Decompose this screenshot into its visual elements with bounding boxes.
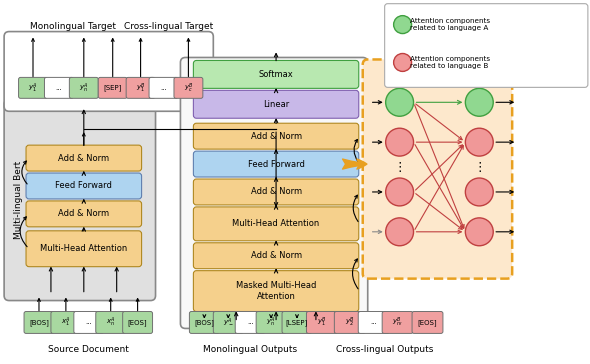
Text: ...: ... — [86, 320, 92, 325]
Text: Monolingual Target: Monolingual Target — [30, 22, 116, 31]
Text: Source Document: Source Document — [48, 345, 129, 354]
Text: Cross-lingual Outputs: Cross-lingual Outputs — [336, 345, 433, 354]
FancyBboxPatch shape — [382, 312, 413, 333]
Text: Monolingual Outputs: Monolingual Outputs — [203, 345, 297, 354]
FancyBboxPatch shape — [335, 312, 365, 333]
Text: $y_1^B$: $y_1^B$ — [136, 81, 146, 95]
FancyBboxPatch shape — [235, 312, 265, 333]
Text: $y_n^A$: $y_n^A$ — [266, 316, 276, 329]
FancyBboxPatch shape — [194, 179, 359, 205]
FancyBboxPatch shape — [189, 312, 219, 333]
Text: Add & Norm: Add & Norm — [58, 154, 109, 163]
Circle shape — [466, 178, 493, 206]
Text: ...: ... — [371, 320, 377, 325]
FancyBboxPatch shape — [44, 78, 73, 98]
Text: [BOS]: [BOS] — [29, 319, 49, 326]
FancyBboxPatch shape — [194, 123, 359, 149]
FancyBboxPatch shape — [123, 312, 153, 333]
FancyBboxPatch shape — [4, 99, 156, 301]
FancyBboxPatch shape — [306, 312, 337, 333]
FancyBboxPatch shape — [363, 59, 512, 278]
Text: Add & Norm: Add & Norm — [58, 209, 109, 218]
FancyBboxPatch shape — [99, 78, 127, 98]
FancyBboxPatch shape — [26, 145, 142, 171]
Text: Add & Norm: Add & Norm — [251, 187, 301, 197]
FancyBboxPatch shape — [51, 312, 81, 333]
Text: $y_{n\prime}^B$: $y_{n\prime}^B$ — [392, 316, 403, 329]
Text: Add & Norm: Add & Norm — [251, 251, 301, 260]
Text: ⋮: ⋮ — [473, 161, 486, 174]
Text: $y_2^B$: $y_2^B$ — [345, 316, 355, 329]
Text: ...: ... — [247, 320, 254, 325]
FancyBboxPatch shape — [194, 90, 359, 118]
FancyBboxPatch shape — [74, 312, 104, 333]
FancyBboxPatch shape — [4, 32, 214, 111]
Circle shape — [386, 218, 414, 246]
FancyBboxPatch shape — [174, 78, 203, 98]
FancyBboxPatch shape — [149, 78, 178, 98]
FancyBboxPatch shape — [385, 4, 588, 87]
Text: $x_n^A$: $x_n^A$ — [106, 316, 116, 329]
Text: Softmax: Softmax — [258, 70, 293, 79]
Text: Cross-lingual Target: Cross-lingual Target — [124, 22, 213, 31]
FancyBboxPatch shape — [412, 312, 443, 333]
Circle shape — [386, 178, 414, 206]
Text: Multi-Head Attention: Multi-Head Attention — [40, 244, 127, 253]
Text: $y_c^B$: $y_c^B$ — [183, 81, 194, 95]
FancyBboxPatch shape — [194, 271, 359, 312]
Text: [SEP]: [SEP] — [103, 84, 122, 91]
Text: ⋮: ⋮ — [394, 161, 406, 174]
Text: [EOS]: [EOS] — [418, 319, 437, 326]
Text: $x_1^A$: $x_1^A$ — [61, 316, 71, 329]
Text: Add & Norm: Add & Norm — [251, 132, 301, 141]
Text: $y_1^A$: $y_1^A$ — [28, 81, 38, 95]
Text: Multi-Head Attention: Multi-Head Attention — [232, 219, 320, 228]
FancyBboxPatch shape — [126, 78, 155, 98]
FancyBboxPatch shape — [282, 312, 312, 333]
Text: [BOS]: [BOS] — [195, 319, 214, 326]
Circle shape — [386, 88, 414, 116]
FancyBboxPatch shape — [70, 78, 99, 98]
Text: [LSEP]: [LSEP] — [286, 319, 308, 326]
FancyBboxPatch shape — [96, 312, 126, 333]
Text: Feed Forward: Feed Forward — [248, 159, 304, 169]
Text: $y_-^A$: $y_-^A$ — [223, 317, 234, 328]
Text: ...: ... — [55, 85, 63, 91]
FancyBboxPatch shape — [18, 78, 47, 98]
FancyBboxPatch shape — [214, 312, 243, 333]
FancyBboxPatch shape — [24, 312, 54, 333]
Text: Feed Forward: Feed Forward — [55, 182, 112, 190]
Circle shape — [394, 16, 412, 33]
Text: Masked Multi-Head
Attention: Masked Multi-Head Attention — [236, 281, 316, 301]
Text: Multi-lingual Bert: Multi-lingual Bert — [14, 161, 22, 239]
Circle shape — [386, 128, 414, 156]
FancyBboxPatch shape — [181, 58, 368, 328]
Circle shape — [466, 218, 493, 246]
Text: Attention components
related to language A: Attention components related to language… — [409, 18, 490, 31]
FancyBboxPatch shape — [26, 231, 142, 267]
FancyBboxPatch shape — [194, 207, 359, 241]
FancyBboxPatch shape — [358, 312, 389, 333]
FancyBboxPatch shape — [256, 312, 286, 333]
FancyBboxPatch shape — [194, 151, 359, 177]
Text: Attention components
related to language B: Attention components related to language… — [409, 56, 490, 69]
Circle shape — [466, 128, 493, 156]
Circle shape — [466, 88, 493, 116]
FancyBboxPatch shape — [26, 173, 142, 199]
Circle shape — [394, 54, 412, 71]
Text: Linear: Linear — [263, 100, 289, 109]
FancyBboxPatch shape — [194, 243, 359, 269]
FancyBboxPatch shape — [194, 60, 359, 88]
FancyBboxPatch shape — [26, 201, 142, 227]
Text: $y_1^B$: $y_1^B$ — [317, 316, 327, 329]
Text: ...: ... — [160, 85, 167, 91]
Text: $y_n^A$: $y_n^A$ — [79, 81, 88, 95]
Text: [EOS]: [EOS] — [128, 319, 148, 326]
